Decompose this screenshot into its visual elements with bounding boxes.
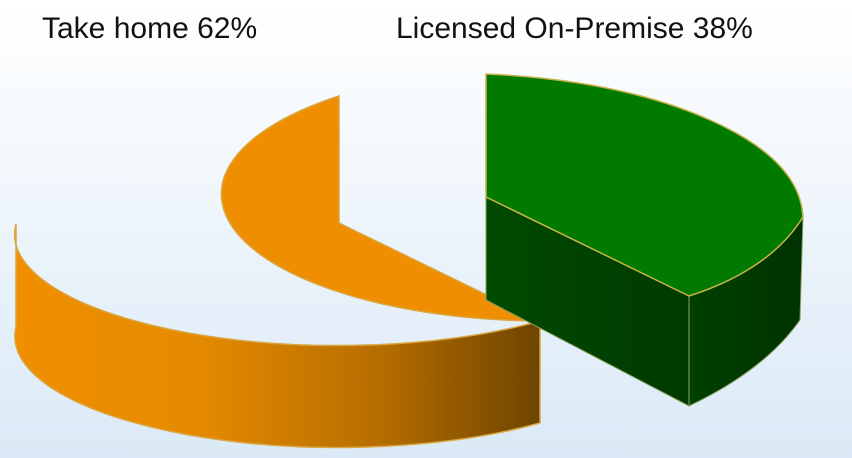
slice-label-licensed-on-premise: Licensed On-Premise 38%: [396, 12, 753, 45]
slice-top-take-home: [220, 94, 541, 322]
pie-slice-licensed-on-premise: [485, 73, 804, 407]
slice-label-take-home: Take home 62%: [42, 12, 257, 45]
slice-top-licensed-on-premise: [485, 73, 804, 297]
pie-slice-take-home: [13, 94, 541, 449]
slice-side-take-home: [13, 223, 541, 449]
